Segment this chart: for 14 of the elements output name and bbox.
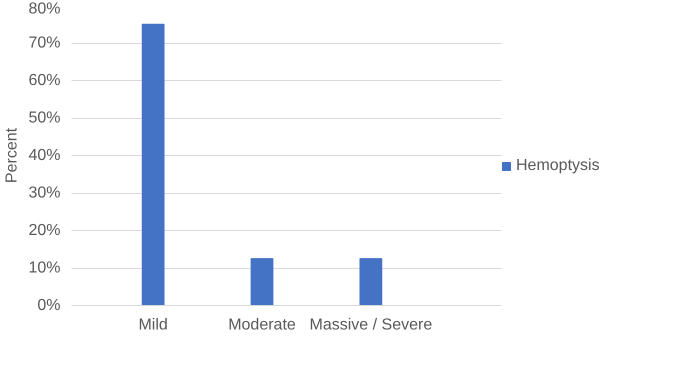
y-tick-label: 30%	[28, 184, 61, 202]
y-tick-label: 50%	[28, 110, 61, 126]
y-tick-label: 10%	[28, 260, 61, 276]
y-tick-label: 60%	[28, 72, 61, 89]
y-tick-label: 0%	[37, 297, 60, 314]
y-axis-title: Percent	[3, 127, 20, 184]
x-tick-label: Massive / Severe	[310, 316, 432, 334]
x-tick-label: Moderate	[228, 316, 296, 334]
y-tick-label: 20%	[28, 222, 61, 239]
y-tick-label: 70%	[28, 34, 61, 52]
y-tick-label: 80%	[28, 0, 61, 18]
legend-label: Hemoptysis	[516, 157, 600, 175]
x-tick-label: Mild	[138, 316, 168, 334]
y-tick-label: 40%	[28, 147, 61, 164]
